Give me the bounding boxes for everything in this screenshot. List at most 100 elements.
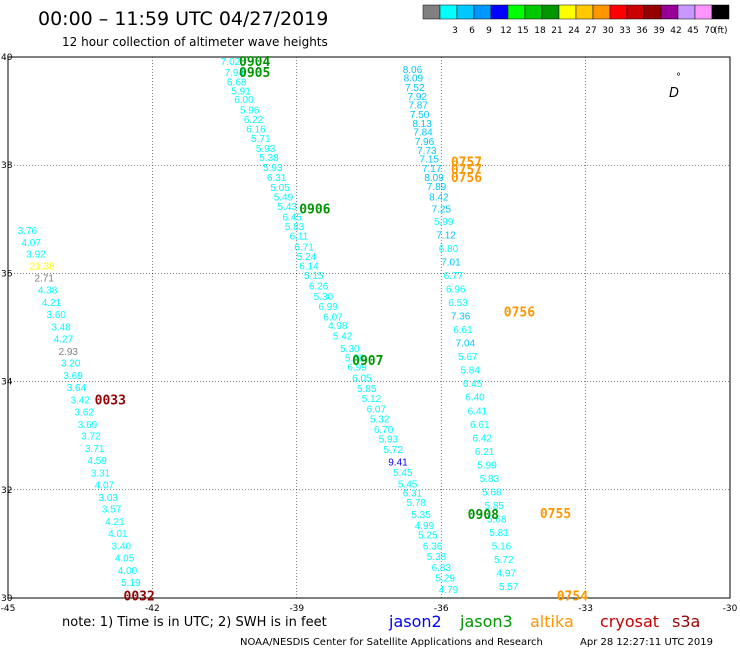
plot-frame — [7, 56, 731, 599]
wave-height-point: 3.92 — [26, 249, 46, 260]
colorbar-swatch — [677, 4, 696, 20]
wave-height-point: 5.83 — [480, 474, 500, 485]
colorbar-swatch — [422, 4, 441, 20]
wave-height-point: 4.98 — [328, 321, 348, 332]
colorbar-unit: (ft) — [714, 26, 728, 36]
wave-height-point: 5.85 — [357, 384, 377, 395]
wave-height-point: 6.68 — [227, 77, 247, 88]
wave-height-point: 5.78 — [407, 498, 427, 509]
wave-height-point: 6.07 — [367, 405, 387, 416]
colorbar-label: 36 — [636, 26, 648, 36]
wave-height-point: 2.71 — [34, 274, 54, 285]
wave-height-point: 5.99 — [434, 217, 454, 228]
y-tick-label: 36 — [1, 269, 13, 279]
pass-time-label: 0757 — [451, 155, 482, 170]
wave-height-point: 3.31 — [91, 468, 111, 479]
wave-height-point: 8.09 — [424, 173, 444, 184]
colorbar: 3 6 9 12 15 18 21 24 27 30 33 36 39 42 45 70 — [422, 4, 730, 36]
pass-time-label: 0905 — [239, 66, 270, 81]
colorbar-label: 45 — [687, 26, 698, 36]
wave-height-point: 3.72 — [81, 432, 101, 443]
wave-height-point: 5.16 — [492, 542, 512, 553]
wave-height-point: 5.45 — [398, 479, 418, 490]
wave-height-point: 5.05 — [270, 183, 290, 194]
wave-height-point: 7.87 — [408, 101, 428, 112]
colorbar-swatch — [524, 4, 543, 20]
wave-height-point: 4.01 — [108, 529, 128, 540]
x-tick-label: -36 — [434, 604, 449, 614]
wave-height-point: 5.38 — [427, 552, 447, 563]
y-tick-label: 40 — [1, 53, 13, 63]
colorbar-swatch — [711, 4, 730, 20]
wave-height-point: 6.16 — [246, 124, 266, 135]
wave-height-point: 7.73 — [417, 146, 437, 157]
chart-subtitle: 12 hour collection of altimeter wave hei… — [62, 35, 328, 49]
wave-height-point: 6.77 — [444, 271, 464, 282]
wave-height-point: 5.29 — [435, 573, 455, 584]
wave-height-point: 8.13 — [412, 119, 432, 130]
wave-height-point: 6.31 — [403, 489, 423, 500]
wave-height-point: 5.35 — [411, 510, 431, 521]
wave-height-point: 3.62 — [74, 407, 94, 418]
wave-height-point: 8.06 — [403, 65, 423, 76]
wave-height-point: 5.12 — [362, 394, 382, 405]
wave-height-point: 5.93 — [379, 434, 399, 445]
wave-height-point: 3.69 — [78, 420, 98, 431]
data-points: 7.027.946.685.916.005.966.226.165.715.93… — [18, 57, 519, 596]
wave-height-point: 7.52 — [405, 83, 425, 94]
wave-height-point: 7.12 — [436, 230, 456, 241]
wave-height-point: 6.99 — [347, 362, 367, 373]
wave-height-point: 7.50 — [410, 110, 430, 121]
wave-height-point: 5.38 — [259, 153, 279, 164]
colorbar-swatch — [592, 4, 611, 20]
colorbar-label: 70 — [704, 26, 716, 36]
wave-height-point: 6.99 — [318, 302, 338, 313]
wave-height-point: 6.05 — [352, 373, 372, 384]
colorbar-swatch — [473, 4, 492, 20]
colorbar-swatch — [490, 4, 509, 20]
wave-height-point: 5.67 — [458, 352, 478, 363]
wave-height-point: 5.42 — [333, 332, 353, 343]
wave-height-point: 4.21 — [42, 298, 62, 309]
wave-height-point: 5.91 — [231, 87, 251, 98]
wave-height-point: 7.01 — [441, 257, 461, 268]
wave-height-point: 5.68 — [482, 487, 502, 498]
wave-height-point: 6.61 — [470, 420, 490, 431]
wave-height-point: 5.24 — [297, 252, 317, 263]
wave-height-point: 6.71 — [294, 242, 314, 253]
wave-height-point: 6.22 — [244, 115, 264, 126]
wave-height-point: 4.07 — [21, 238, 41, 249]
wave-height-point: 6.70 — [374, 425, 394, 436]
colorbar-swatch — [626, 4, 645, 20]
wave-height-point: 5.93 — [263, 163, 283, 174]
wave-height-point: 3.03 — [98, 493, 118, 504]
wave-height-point: 7.84 — [413, 128, 433, 139]
wave-height-point: 5.72 — [494, 555, 514, 566]
colorbar-label: 24 — [568, 26, 580, 36]
colorbar-swatch — [660, 4, 679, 20]
legend-entry: cryosat — [600, 612, 659, 631]
wave-height-point: 7.25 — [432, 204, 452, 215]
colorbar-swatch — [558, 4, 577, 20]
wave-height-point: 5.72 — [383, 445, 403, 456]
wave-height-point: 5.96 — [240, 105, 260, 116]
colorbar-label: 21 — [551, 26, 562, 36]
marker-degree: ° — [676, 72, 681, 83]
colorbar-swatch — [643, 4, 662, 20]
wave-height-point: 3.64 — [67, 383, 87, 394]
y-tick-label: 38 — [1, 161, 13, 171]
wave-height-point: 5.43 — [278, 202, 298, 213]
wave-height-point: 5.78 — [345, 353, 365, 364]
wave-height-point: 4.38 — [38, 286, 58, 297]
wave-height-point: 7.36 — [451, 312, 471, 323]
pass-time-label: 0033 — [95, 393, 126, 408]
wave-height-point: 8.09 — [404, 74, 424, 85]
wave-height-point: 5.25 — [418, 531, 438, 542]
wave-height-point: 3.20 — [61, 359, 81, 370]
wave-height-point: 7.94 — [225, 68, 245, 79]
wave-height-point: 6.21 — [475, 447, 495, 458]
pass-time-label: 0755 — [540, 507, 571, 522]
wave-height-point: 5.93 — [256, 144, 276, 155]
y-tick-label: 30 — [1, 594, 13, 604]
wave-height-point: 6.31 — [267, 173, 287, 184]
